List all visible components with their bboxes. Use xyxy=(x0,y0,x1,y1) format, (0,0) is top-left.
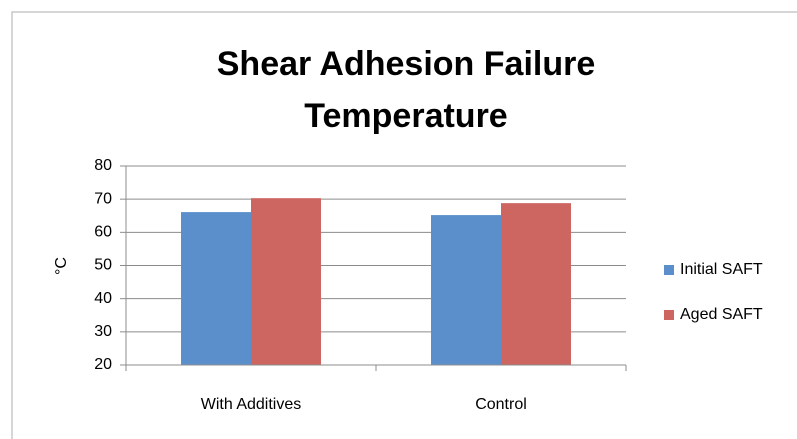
bar xyxy=(431,215,501,365)
chart-title: Shear Adhesion Failure Temperature xyxy=(216,45,596,135)
y-tick-label: 20 xyxy=(94,356,112,373)
y-tick-label: 50 xyxy=(94,257,112,274)
legend-swatch xyxy=(664,265,674,275)
y-axis-label: °C xyxy=(53,257,70,275)
y-tick-label: 80 xyxy=(94,157,112,174)
legend-label: Initial SAFT xyxy=(680,261,763,278)
x-tick-label: Control xyxy=(475,396,527,413)
bar xyxy=(501,203,571,365)
bar xyxy=(251,198,321,365)
legend-label: Aged SAFT xyxy=(680,306,763,323)
x-tick-label: With Additives xyxy=(201,396,301,413)
y-tick-label: 60 xyxy=(94,224,112,241)
chart-border xyxy=(11,11,797,439)
legend-swatch xyxy=(664,310,674,320)
y-tick-label: 40 xyxy=(94,290,112,307)
y-tick-label: 70 xyxy=(94,190,112,207)
bar xyxy=(181,212,251,365)
y-tick-label: 30 xyxy=(94,323,112,340)
